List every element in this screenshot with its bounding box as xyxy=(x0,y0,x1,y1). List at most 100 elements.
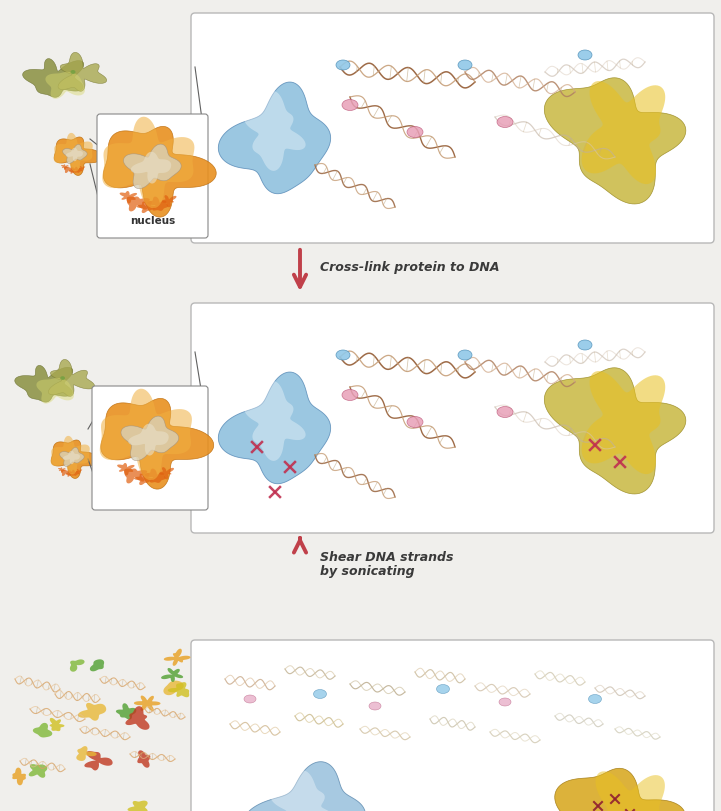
Polygon shape xyxy=(147,197,168,212)
Polygon shape xyxy=(120,191,137,204)
Ellipse shape xyxy=(61,377,65,380)
Polygon shape xyxy=(168,682,189,697)
Ellipse shape xyxy=(407,417,423,428)
Polygon shape xyxy=(128,424,169,456)
Polygon shape xyxy=(159,468,174,479)
Polygon shape xyxy=(218,83,331,195)
Polygon shape xyxy=(29,764,48,778)
Polygon shape xyxy=(54,138,102,176)
Polygon shape xyxy=(37,379,74,404)
Ellipse shape xyxy=(369,702,381,710)
Polygon shape xyxy=(137,750,151,768)
Polygon shape xyxy=(131,152,171,184)
Polygon shape xyxy=(116,703,136,719)
Polygon shape xyxy=(79,167,85,172)
Polygon shape xyxy=(136,202,156,214)
Polygon shape xyxy=(70,659,84,672)
Polygon shape xyxy=(244,381,306,461)
Polygon shape xyxy=(121,417,179,461)
Polygon shape xyxy=(117,463,135,476)
Ellipse shape xyxy=(407,127,423,139)
Ellipse shape xyxy=(314,689,327,698)
Polygon shape xyxy=(90,659,104,672)
Ellipse shape xyxy=(342,101,358,111)
Ellipse shape xyxy=(458,350,472,361)
Text: Cross-link protein to DNA: Cross-link protein to DNA xyxy=(320,261,500,274)
Polygon shape xyxy=(73,168,81,174)
Ellipse shape xyxy=(342,390,358,401)
Polygon shape xyxy=(125,706,149,730)
FancyBboxPatch shape xyxy=(191,14,714,243)
Polygon shape xyxy=(45,73,85,100)
Ellipse shape xyxy=(336,61,350,71)
Polygon shape xyxy=(544,79,686,204)
Polygon shape xyxy=(61,470,71,476)
Ellipse shape xyxy=(497,407,513,418)
Polygon shape xyxy=(588,771,665,811)
Text: Shear DNA strands: Shear DNA strands xyxy=(320,551,454,564)
Polygon shape xyxy=(126,197,150,212)
Polygon shape xyxy=(65,472,74,477)
Polygon shape xyxy=(60,448,84,467)
Polygon shape xyxy=(123,145,181,190)
Polygon shape xyxy=(124,469,147,484)
Polygon shape xyxy=(242,762,366,811)
Polygon shape xyxy=(14,366,73,402)
Polygon shape xyxy=(162,196,177,208)
Polygon shape xyxy=(554,768,686,811)
Ellipse shape xyxy=(497,118,513,128)
Ellipse shape xyxy=(458,61,472,71)
Ellipse shape xyxy=(336,350,350,361)
Polygon shape xyxy=(63,451,80,465)
Polygon shape xyxy=(22,59,84,98)
FancyBboxPatch shape xyxy=(97,115,208,238)
Polygon shape xyxy=(145,469,166,483)
Polygon shape xyxy=(70,470,79,476)
Polygon shape xyxy=(50,718,64,732)
Ellipse shape xyxy=(71,71,76,75)
Polygon shape xyxy=(164,649,190,666)
Polygon shape xyxy=(54,134,93,173)
Text: by sonicating: by sonicating xyxy=(320,564,415,577)
Ellipse shape xyxy=(578,51,592,61)
Polygon shape xyxy=(50,436,89,475)
Ellipse shape xyxy=(499,698,511,706)
Polygon shape xyxy=(68,169,76,174)
Text: nucleus: nucleus xyxy=(130,216,175,225)
FancyBboxPatch shape xyxy=(92,387,208,510)
Polygon shape xyxy=(103,127,216,218)
Polygon shape xyxy=(51,440,99,478)
Polygon shape xyxy=(101,399,213,490)
Polygon shape xyxy=(64,168,74,174)
Polygon shape xyxy=(61,165,68,170)
Polygon shape xyxy=(134,474,153,486)
Ellipse shape xyxy=(244,695,256,703)
Polygon shape xyxy=(12,768,26,785)
Polygon shape xyxy=(164,680,184,695)
Ellipse shape xyxy=(436,684,449,693)
Ellipse shape xyxy=(588,695,601,704)
FancyBboxPatch shape xyxy=(191,640,714,811)
Polygon shape xyxy=(544,368,686,495)
Polygon shape xyxy=(78,703,106,721)
FancyBboxPatch shape xyxy=(191,303,714,534)
Polygon shape xyxy=(271,770,338,811)
Polygon shape xyxy=(99,389,192,481)
Polygon shape xyxy=(84,751,112,770)
Polygon shape xyxy=(161,668,183,682)
Polygon shape xyxy=(33,723,52,737)
Ellipse shape xyxy=(578,341,592,350)
Polygon shape xyxy=(244,92,306,172)
Polygon shape xyxy=(102,118,195,209)
Polygon shape xyxy=(76,470,82,474)
Polygon shape xyxy=(582,371,665,474)
Polygon shape xyxy=(58,54,107,92)
Polygon shape xyxy=(128,800,148,811)
Polygon shape xyxy=(582,82,665,185)
Polygon shape xyxy=(134,696,161,711)
Polygon shape xyxy=(63,145,87,164)
Polygon shape xyxy=(76,746,97,761)
Polygon shape xyxy=(48,360,94,397)
Polygon shape xyxy=(58,468,66,473)
Polygon shape xyxy=(66,148,83,162)
